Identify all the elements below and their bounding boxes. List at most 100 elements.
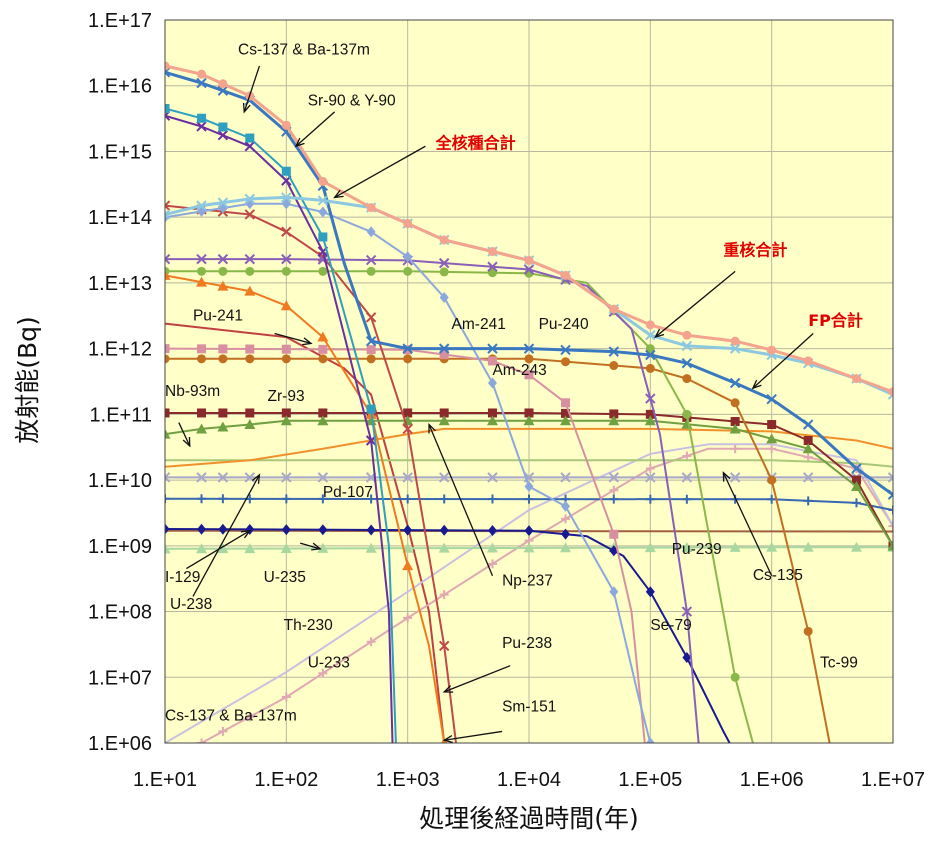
series-fp-marker [196, 77, 207, 89]
x-tick-label: 1.E+04 [497, 769, 561, 791]
series-total-marker [888, 387, 893, 397]
series-nb-93m-marker [218, 408, 228, 418]
series-nb-93m-marker [803, 436, 813, 446]
series-nb-93m-marker [851, 475, 861, 485]
series-cs-135-line [165, 459, 893, 468]
series-am-243-marker [439, 350, 449, 360]
series-u-233-marker [403, 613, 413, 623]
series-tc-99-marker [682, 374, 692, 384]
annotation-label: Sr-90 & Y-90 [308, 93, 396, 110]
series-total-marker [165, 61, 170, 71]
annotation-arrow [442, 665, 511, 693]
series-am-241-marker [366, 226, 376, 238]
series-u-233-marker [218, 726, 228, 736]
series-u-233-marker [730, 444, 740, 454]
annotation-label: U-235 [264, 569, 306, 586]
series-tc-99-marker [524, 354, 534, 364]
y-tick-label: 1.E+13 [88, 273, 152, 295]
series-u-233-marker [197, 738, 207, 743]
series-pu-241-line [165, 274, 446, 743]
series-se-79-marker [487, 525, 497, 537]
annotation-arrow [442, 730, 503, 744]
series-total [165, 61, 893, 397]
series-zr-93-marker [217, 421, 229, 432]
series-pu-241-marker [280, 300, 292, 311]
annotation-arrow [274, 332, 313, 346]
annotation-label: FP合計 [808, 311, 863, 330]
series-fp-marker [729, 377, 741, 389]
series-np-237-line [165, 427, 893, 468]
annotation-label: Pu-239 [672, 541, 722, 558]
series-i-129-marker [729, 472, 741, 483]
y-tick-label: 1.E+11 [90, 404, 152, 426]
series-fp-marker [165, 67, 171, 78]
series-total-marker [487, 247, 497, 257]
annotation-label: Th-230 [284, 617, 333, 634]
y-tick-label: 1.E+06 [88, 733, 152, 755]
series-am-243-marker [524, 370, 534, 380]
series-am-241-marker [524, 480, 534, 492]
series-sr-90-y-90-marker [244, 141, 256, 152]
series-pd-107 [165, 494, 893, 515]
annotation-label: Pu-238 [502, 635, 552, 652]
series-pu-241-marker [244, 285, 256, 296]
series-total-marker [609, 304, 619, 314]
series-u-235-marker [523, 542, 535, 553]
series-total-marker [561, 270, 571, 280]
series-nb-93m-marker [524, 408, 534, 418]
series-pu-240-marker [681, 606, 693, 617]
x-tick-labels: 1.E+01 1.E+02 1.E+03 1.E+04 1.E+05 1.E+06 1.E+… [133, 769, 925, 791]
series-u-233-marker [245, 712, 255, 722]
series-pu-239-marker [218, 266, 228, 276]
series-th-230-line [165, 443, 893, 743]
annotation-label: Cs-137 & Ba-137m [165, 707, 297, 724]
series-u-233-marker [439, 590, 449, 600]
annotation-arrow [654, 270, 736, 339]
y-tick-label: 1.E+07 [88, 667, 152, 689]
series-pu-240-marker [244, 253, 256, 265]
series-u-233-marker [366, 637, 376, 647]
series-pd-107-marker [682, 494, 692, 504]
series-tc-99-marker [281, 354, 291, 364]
series-tc-99-marker [803, 626, 813, 636]
series-zr-93 [165, 415, 893, 551]
x-tick-label: 1.E+06 [740, 769, 804, 791]
series-u-233-marker [609, 485, 619, 495]
series-fp-marker [645, 349, 656, 361]
series-pd-107-marker [803, 496, 813, 506]
series-u-235-marker [165, 543, 171, 554]
series-u-235-marker [244, 543, 256, 554]
series-i-129-marker [281, 472, 292, 483]
series-se-79-marker [561, 528, 571, 540]
series-tc-99-marker [165, 354, 170, 364]
series-u-235-marker [644, 542, 656, 553]
series-pu-238-marker [244, 209, 256, 220]
series-pu-240-marker [487, 261, 498, 272]
series-u-235-marker [486, 542, 498, 553]
series-i-129-marker [196, 472, 207, 483]
series-sr-90-y-90-marker [196, 121, 207, 132]
series-pu-240-marker [365, 254, 377, 266]
series-total-marker [318, 176, 328, 186]
series-se-79-marker [281, 524, 291, 536]
series-se-79-line [165, 528, 731, 743]
series-nb-93m-marker [403, 408, 413, 418]
y-axis-title: 放射能(Bq) [13, 316, 42, 444]
series-zr-93-marker [196, 423, 208, 434]
annotation-label: I-129 [165, 569, 200, 586]
series-cs-137-ba-137m-marker [318, 232, 328, 242]
series-sr-90-y-90 [165, 110, 394, 743]
series-i-129-marker [402, 472, 413, 483]
series-u-235-marker [560, 542, 572, 553]
series-total-marker [403, 219, 413, 229]
y-tick-label: 1.E+08 [88, 602, 152, 624]
series-total-marker [729, 343, 741, 354]
series-u-233-marker [767, 444, 777, 454]
series-pd-107-marker [645, 494, 655, 504]
series-i-129-marker [165, 472, 171, 483]
series-fp-marker [681, 358, 693, 369]
x-axis-title: 処理後経過時間(年) [419, 804, 639, 833]
y-tick-label: 1.E+17 [88, 10, 152, 32]
annotation-arrow [178, 422, 191, 448]
plot-frame [164, 19, 894, 744]
